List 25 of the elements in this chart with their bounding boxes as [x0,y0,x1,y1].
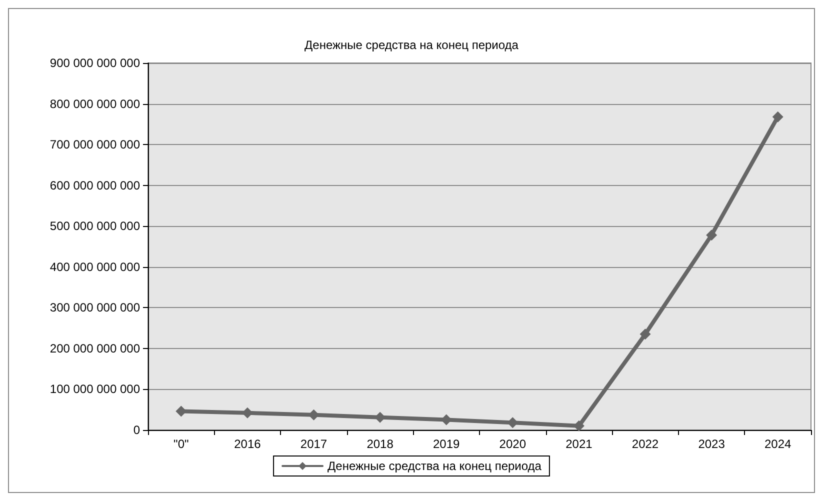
x-tick-label: 2018 [366,437,394,451]
y-tick-label: 500 000 000 000 [50,219,140,234]
x-tick-label: 2021 [566,437,593,451]
legend-label: Денежные средства на конец периода [328,459,542,473]
point [772,111,784,122]
y-tick-label: 100 000 000 000 [50,382,140,396]
x-tick-label: 2017 [300,437,328,451]
y-tick-label: 900 000 000 000 [50,56,140,70]
x-tick-label: 2020 [499,437,526,451]
x-tick-label: 2019 [433,437,460,451]
y-tick-label: 700 000 000 000 [50,138,140,152]
y-tick-label: 200 000 000 000 [50,341,140,356]
y-tick-label: 0 [133,423,140,437]
y-tick-label: 600 000 000 000 [50,178,140,192]
y-tick-label: 300 000 000 000 [50,300,140,315]
point [640,328,651,340]
x-tick-label: 2016 [234,437,262,451]
x-tick-label: 2024 [764,437,792,451]
y-tick-label: 800 000 000 000 [50,96,140,111]
point [706,230,718,241]
x-tick-label: 2022 [632,437,659,451]
y-tick-label: 400 000 000 000 [50,260,140,274]
x-tick-label: "0" [174,437,189,451]
x-tick-label: 2023 [698,437,726,451]
chart-title: Денежные средства на конец периода [304,38,519,52]
